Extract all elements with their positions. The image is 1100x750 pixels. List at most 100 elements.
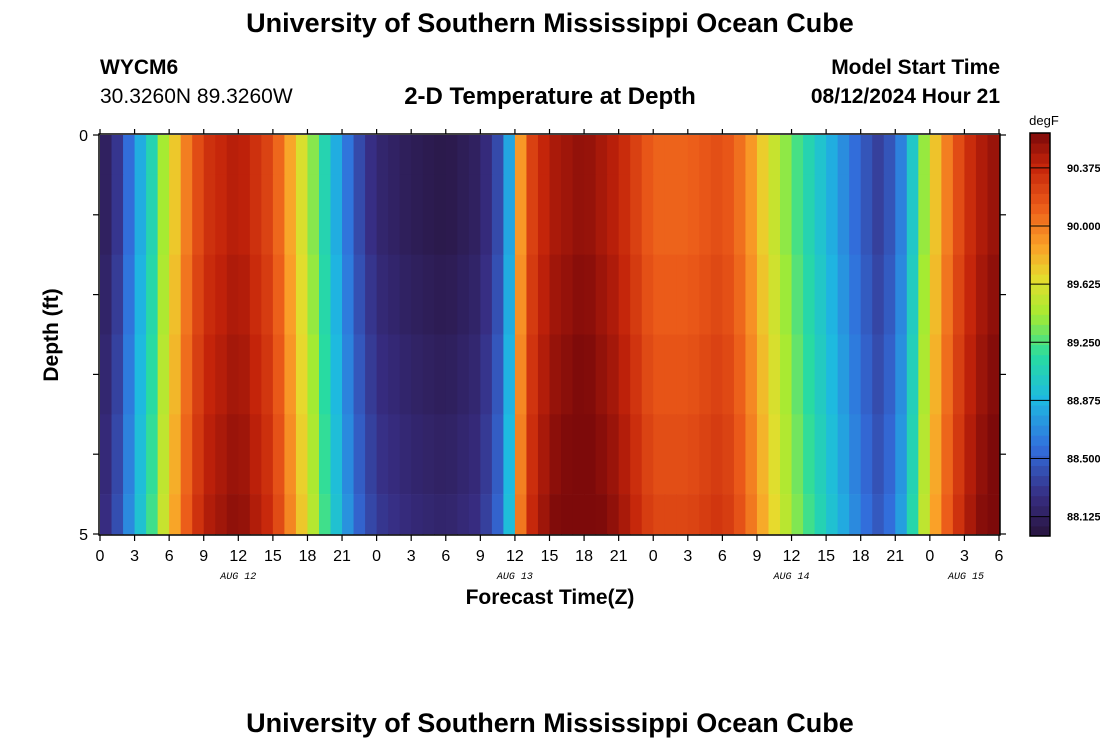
heatmap-cell xyxy=(860,494,873,535)
heatmap-cell xyxy=(572,174,585,255)
heatmap-cell xyxy=(837,494,850,535)
heatmap-cell xyxy=(745,494,758,535)
heatmap-cell xyxy=(814,135,827,176)
heatmap-cell xyxy=(975,174,989,255)
heatmap-cell xyxy=(434,174,447,255)
heatmap-cell xyxy=(457,135,470,176)
heatmap-cell xyxy=(134,414,147,495)
heatmap-cell xyxy=(192,174,205,255)
colorbar-swatch xyxy=(1030,435,1050,446)
heatmap-cell xyxy=(180,334,193,415)
heatmap-cell xyxy=(330,494,343,535)
heatmap-cell xyxy=(561,135,574,176)
heatmap-cell xyxy=(100,135,113,176)
heatmap-cell xyxy=(549,334,562,415)
heatmap-cell xyxy=(618,414,631,495)
heatmap-cell xyxy=(584,334,597,415)
heatmap-cell xyxy=(365,174,378,255)
heatmap-cell xyxy=(595,135,608,176)
heatmap-cell xyxy=(100,254,113,335)
heatmap-cell xyxy=(353,254,366,335)
heatmap-cell xyxy=(895,494,908,535)
heatmap-cell xyxy=(503,174,516,255)
colorbar: 88.125 88.500 88.875 89.250 89.625 90.000 90.3… xyxy=(1029,132,1100,537)
heatmap-cell xyxy=(653,334,666,415)
x-tick-label: 0 xyxy=(96,548,105,565)
heatmap-cell xyxy=(272,135,286,176)
heatmap-cell xyxy=(249,174,262,255)
heatmap-cell xyxy=(295,334,309,415)
heatmap-cell xyxy=(318,254,332,335)
heatmap-cell xyxy=(826,414,839,495)
heatmap-cell xyxy=(307,414,320,495)
heatmap-cell xyxy=(503,414,516,495)
colorbar-swatch xyxy=(1030,263,1050,275)
heatmap-cell xyxy=(653,174,666,255)
heatmap-cell xyxy=(365,334,378,415)
heatmap-cell xyxy=(768,334,781,415)
heatmap-cell xyxy=(733,254,747,335)
heatmap-cell xyxy=(687,135,700,176)
heatmap-cell xyxy=(157,174,170,255)
colorbar-swatch xyxy=(1030,213,1050,225)
heatmap-cell xyxy=(561,494,574,535)
heatmap-cell xyxy=(906,135,919,176)
heatmap-cell xyxy=(768,254,781,335)
heatmap-cell xyxy=(987,494,1000,535)
heatmap-cell xyxy=(883,174,896,255)
heatmap-cell xyxy=(272,494,286,535)
heatmap-cell xyxy=(226,135,239,176)
heatmap-cell xyxy=(445,334,458,415)
heatmap-cell xyxy=(526,414,539,495)
heatmap-cell xyxy=(146,494,159,535)
heatmap-cell xyxy=(676,254,689,335)
heatmap-cell xyxy=(549,494,562,535)
heatmap-cell xyxy=(342,254,355,335)
colorbar-swatch xyxy=(1030,294,1050,305)
heatmap-cell xyxy=(803,494,816,535)
heatmap-cell xyxy=(987,334,1000,415)
x-tick-label: 15 xyxy=(541,548,559,565)
heatmap-cell xyxy=(307,135,320,176)
heatmap-cell xyxy=(146,334,159,415)
heatmap-cell xyxy=(226,414,239,495)
heatmap-cell xyxy=(192,334,205,415)
heatmap-cell xyxy=(307,334,320,415)
heatmap-cell xyxy=(745,174,758,255)
heatmap-cell xyxy=(514,254,528,335)
colorbar-swatch xyxy=(1030,253,1050,265)
heatmap-cell xyxy=(929,494,942,535)
heatmap-cell xyxy=(457,414,470,495)
heatmap-cell xyxy=(618,174,631,255)
heatmap-cell xyxy=(837,334,850,415)
heatmap-cell xyxy=(100,414,113,495)
colorbar-swatch xyxy=(1030,364,1050,376)
heatmap-cell xyxy=(572,414,585,495)
heatmap-cell xyxy=(607,254,620,335)
heatmap-cell xyxy=(284,334,297,415)
heatmap-cell xyxy=(180,414,193,495)
heatmap-cell xyxy=(295,254,309,335)
heatmap-cell xyxy=(399,174,412,255)
heatmap-cell xyxy=(434,254,447,335)
colorbar-swatch xyxy=(1030,163,1050,174)
heatmap-cell xyxy=(549,414,562,495)
heatmap-cell xyxy=(180,174,193,255)
heatmap-cell xyxy=(664,494,677,535)
heatmap-cell xyxy=(537,135,551,176)
colorbar-swatch xyxy=(1030,153,1050,164)
heatmap-cell xyxy=(537,334,551,415)
heatmap-cell xyxy=(733,494,747,535)
heatmap-cell xyxy=(561,334,574,415)
colorbar-swatch xyxy=(1030,344,1050,356)
y-tick-label: 5 xyxy=(79,527,88,544)
y-tick-label: 0 xyxy=(79,128,88,145)
heatmap-cell xyxy=(468,254,481,335)
x-tick-label: 3 xyxy=(960,548,969,565)
heatmap-cell xyxy=(549,135,562,176)
heatmap-cell xyxy=(411,254,424,335)
heatmap-cell xyxy=(468,334,481,415)
heatmap-cell xyxy=(941,135,954,176)
heatmap-cell xyxy=(653,494,666,535)
heatmap-cell xyxy=(975,494,989,535)
